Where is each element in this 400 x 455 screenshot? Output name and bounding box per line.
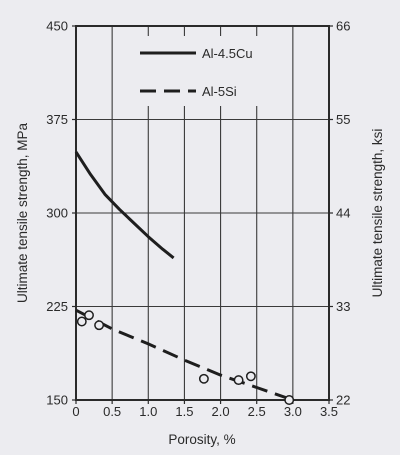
y2-tick-label: 44 [336, 206, 350, 221]
series-layer [74, 151, 294, 402]
data-point-al-5si [94, 320, 105, 331]
data-points [76, 310, 295, 405]
y2-tick-label: 66 [336, 19, 350, 34]
y-tick-label: 450 [46, 19, 68, 34]
legend-label-al-4-5cu: Al-4.5Cu [202, 46, 253, 61]
data-point-al-5si [233, 375, 244, 386]
series-line-al-5si [75, 308, 294, 402]
x-tick-labels: 0 0.5 1.0 1.5 2.0 2.5 3.0 3.5 [72, 404, 338, 419]
x-axis-label: Porosity, % [168, 432, 235, 447]
x-tick-label: 0 [72, 404, 79, 419]
x-tick-label: 1.5 [175, 404, 193, 419]
data-point-al-5si [84, 310, 94, 321]
y2-axis-label: Ultimate tensile strength, ksi [370, 129, 385, 298]
data-point-al-5si [76, 316, 87, 327]
data-point-al-5si [284, 395, 295, 405]
y2-tick-label: 33 [336, 299, 350, 314]
y-axis-label: Ultimate tensile strength, MPa [15, 122, 30, 303]
data-point-al-5si [245, 371, 256, 382]
x-tick-label: 1.0 [139, 404, 157, 419]
y-tick-labels: 150 225 300 375 450 [46, 19, 68, 408]
legend-background [136, 36, 276, 106]
y-tick-label: 300 [46, 206, 68, 221]
y2-tick-label: 55 [336, 112, 350, 127]
y-tick-label: 225 [46, 299, 68, 314]
x-tick-label: 0.5 [103, 404, 121, 419]
y-tick-label: 375 [46, 112, 68, 127]
y-tick-label: 150 [46, 393, 68, 408]
tick-marks [72, 25, 333, 404]
x-tick-label: 2.0 [212, 404, 230, 419]
series-line-al-4-5cu [74, 151, 175, 260]
x-tick-label: 3.0 [284, 404, 302, 419]
legend: Al-4.5Cu Al-5Si [136, 36, 276, 106]
legend-label-al-5si: Al-5Si [202, 84, 237, 99]
y2-tick-labels: 22 33 44 55 66 [336, 19, 350, 408]
data-point-al-5si [198, 373, 209, 384]
y2-tick-label: 22 [336, 393, 350, 408]
x-tick-label: 2.5 [248, 404, 266, 419]
x-tick-label: 3.5 [320, 404, 338, 419]
